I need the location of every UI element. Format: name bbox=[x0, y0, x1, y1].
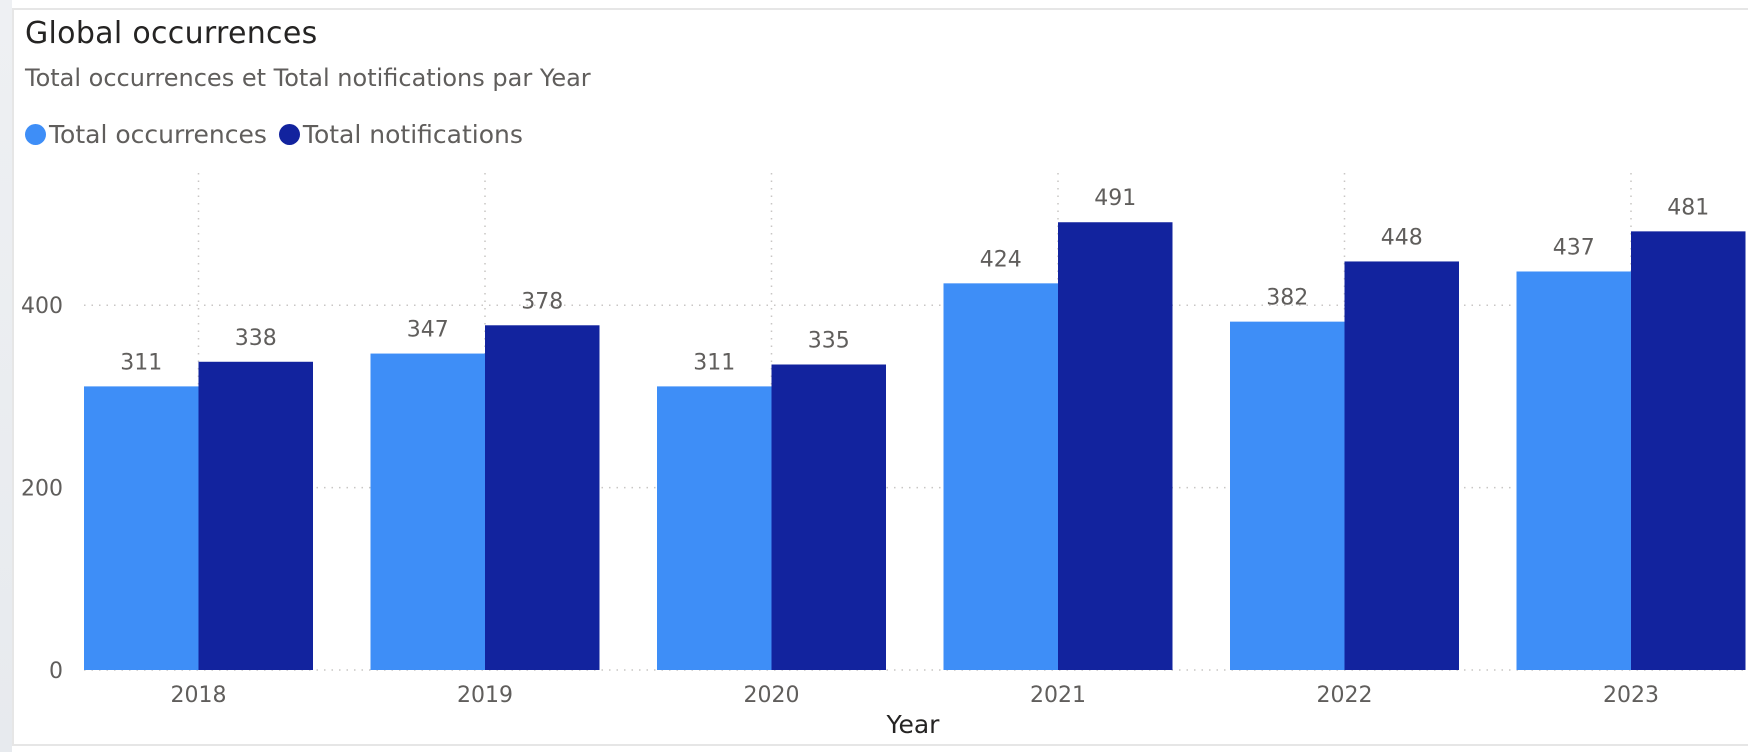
legend-item-occurrences[interactable]: Total occurrences bbox=[25, 120, 267, 149]
x-tick-label-2020: 2020 bbox=[744, 683, 800, 708]
legend-item-notifications[interactable]: Total notifications bbox=[278, 120, 523, 149]
data-label-notifications-2022: 448 bbox=[1381, 225, 1423, 250]
data-label-occurrences-2020: 311 bbox=[693, 350, 735, 375]
bar-notifications-2018[interactable] bbox=[198, 361, 314, 670]
bar-occurrences-2019[interactable] bbox=[370, 353, 486, 670]
data-label-occurrences-2022: 382 bbox=[1266, 286, 1308, 311]
chart-title: Global occurrences bbox=[25, 16, 318, 51]
data-label-occurrences-2023: 437 bbox=[1553, 235, 1595, 260]
data-label-notifications-2019: 378 bbox=[521, 289, 563, 314]
x-axis-title: Year bbox=[886, 710, 941, 739]
data-label-occurrences-2021: 424 bbox=[980, 247, 1022, 272]
bar-notifications-2021[interactable] bbox=[1058, 222, 1173, 671]
data-labels: 311 338 347 378 311 335 424 491 382 448 437 481 bbox=[120, 186, 1709, 375]
legend-dot-notifications-icon bbox=[278, 124, 300, 145]
x-tick-label-2022: 2022 bbox=[1317, 683, 1373, 708]
x-axis: 2018 2019 2020 2021 2022 2023 bbox=[171, 683, 1660, 708]
gridlines bbox=[84, 173, 1748, 671]
legend-label-notifications: Total notifications bbox=[302, 120, 523, 149]
bar-notifications-2022[interactable] bbox=[1344, 261, 1460, 670]
chart-subtitle: Total occurrences et Total notifications… bbox=[25, 64, 591, 92]
data-label-occurrences-2019: 347 bbox=[407, 318, 449, 343]
y-axis: 0 200 400 bbox=[21, 294, 63, 684]
y-tick-label-400: 400 bbox=[21, 294, 63, 319]
bar-notifications-2020[interactable] bbox=[771, 364, 887, 670]
x-tick-label-2021: 2021 bbox=[1030, 683, 1086, 708]
bar-notifications-2019[interactable] bbox=[485, 325, 600, 670]
bar-occurrences-2021[interactable] bbox=[943, 283, 1059, 670]
bar-occurrences-2023[interactable] bbox=[1516, 271, 1632, 670]
x-tick-label-2018: 2018 bbox=[171, 683, 227, 708]
data-label-notifications-2023: 481 bbox=[1667, 195, 1709, 220]
legend: Total occurrences Total notifications bbox=[25, 120, 535, 149]
legend-dot-occurrences-icon bbox=[25, 124, 46, 145]
bar-occurrences-2020[interactable] bbox=[657, 386, 772, 670]
bar-notifications-2023[interactable] bbox=[1631, 231, 1746, 671]
background-strip bbox=[0, 0, 12, 752]
y-tick-label-200: 200 bbox=[21, 477, 63, 502]
legend-label-occurrences: Total occurrences bbox=[49, 120, 267, 149]
data-label-notifications-2018: 338 bbox=[235, 326, 277, 351]
bar-occurrences-2022[interactable] bbox=[1230, 321, 1345, 670]
x-tick-label-2023: 2023 bbox=[1603, 683, 1659, 708]
data-label-notifications-2020: 335 bbox=[808, 329, 850, 354]
data-label-occurrences-2018: 311 bbox=[120, 350, 162, 375]
x-tick-label-2019: 2019 bbox=[457, 683, 513, 708]
bar-occurrences-2018[interactable] bbox=[84, 386, 199, 670]
y-tick-label-0: 0 bbox=[49, 659, 63, 684]
bars bbox=[84, 222, 1746, 671]
data-label-notifications-2021: 491 bbox=[1094, 186, 1136, 211]
